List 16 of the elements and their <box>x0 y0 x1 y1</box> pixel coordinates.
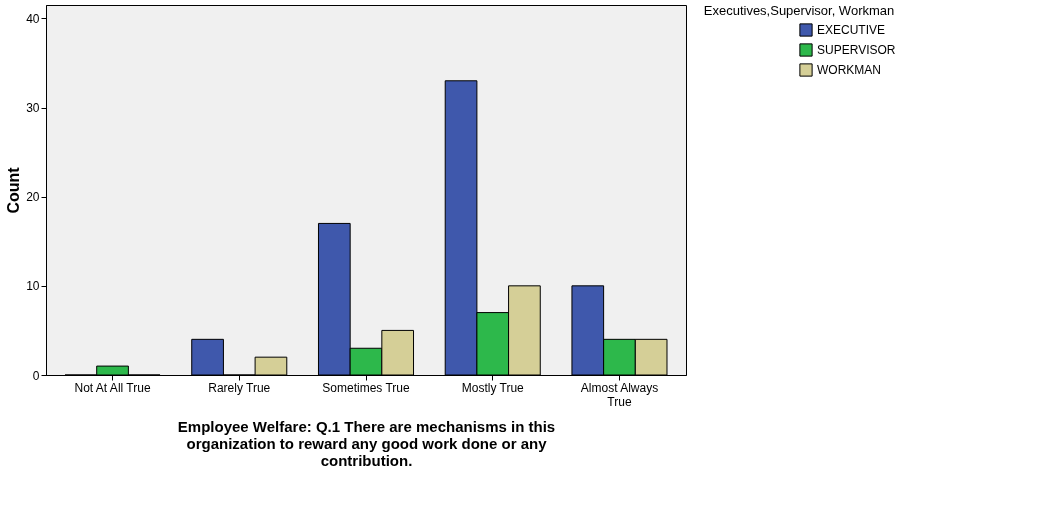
legend-label: SUPERVISOR <box>817 43 896 57</box>
x-tick-label: Not At All True <box>74 380 151 395</box>
y-tick-label: 10 <box>26 279 40 294</box>
y-tick-label: 30 <box>26 101 40 116</box>
legend-title: Executives,Supervisor, Workman <box>703 3 895 18</box>
x-tick-label: Mostly True <box>461 380 525 395</box>
legend-label: EXECUTIVE <box>817 23 886 37</box>
x-tick-label: Almost Always True <box>580 380 659 409</box>
y-tick-label: 0 <box>32 368 40 383</box>
y-axis-title: Count <box>5 166 23 214</box>
x-tick-label: Rarely True <box>208 380 271 395</box>
legend-label: WORKMAN <box>817 63 881 77</box>
x-tick-label: Sometimes True <box>322 380 410 395</box>
y-tick-label: 40 <box>26 11 40 26</box>
x-axis-title: Employee Welfare: Q.1 There are mechanisms in this organization to reward any good work done or any contribution. <box>177 417 556 469</box>
y-tick-label: 20 <box>26 190 40 205</box>
